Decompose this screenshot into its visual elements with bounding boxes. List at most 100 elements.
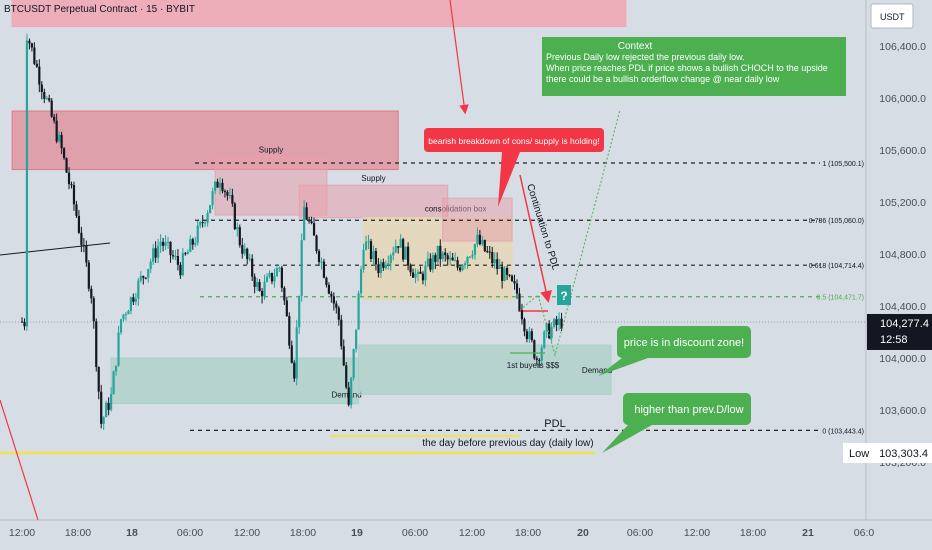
candle-body [40, 84, 43, 92]
candle-body [426, 258, 429, 266]
candle-body [107, 402, 110, 410]
price-axis[interactable]: USDT 106,400.0 106,000.0 105,600.0 105,200.0… [843, 0, 932, 550]
zone-label-3: Supply [361, 174, 385, 183]
candle-body [548, 323, 551, 339]
candle-body [553, 319, 556, 328]
candle-body [43, 91, 46, 99]
higher-low-callout-text: higher than prev.D/low [634, 404, 743, 416]
candle-body [404, 246, 407, 260]
candle-body [362, 249, 365, 270]
candle-body [132, 297, 135, 302]
candle-body [137, 280, 140, 299]
candle-body [211, 191, 214, 206]
candle-body [305, 207, 308, 220]
candle-body [409, 265, 412, 273]
time-tick-14: 21 [802, 527, 814, 539]
candle-body [518, 293, 521, 311]
candle-body [550, 327, 553, 339]
candle-body [62, 148, 66, 159]
time-tick-1: 18:00 [65, 527, 91, 539]
candle-body [520, 310, 524, 320]
candle-body [60, 134, 63, 149]
candle-body [471, 254, 474, 257]
discount-callout-box [598, 326, 751, 376]
candle-body [233, 203, 236, 230]
candle-body [149, 261, 152, 269]
candle-body [303, 207, 306, 241]
candle-body [533, 340, 536, 359]
candle-body [392, 252, 395, 256]
candle-body [169, 241, 172, 256]
time-axis[interactable]: 12:00 18:00 18 06:00 12:00 18:00 19 06:00 12:00 1… [0, 519, 932, 539]
candle-body [473, 244, 477, 255]
candle-body [387, 263, 390, 265]
candle-body [228, 195, 231, 197]
candle-body [515, 283, 519, 294]
candle-body [374, 250, 378, 265]
candle-body [85, 245, 88, 263]
candle-body [523, 319, 526, 332]
current-price-timer: 12:58 [880, 334, 908, 346]
candle-body [449, 257, 452, 260]
candle-body [407, 246, 410, 266]
candle-body [340, 319, 343, 347]
candle-body [270, 272, 274, 282]
candle-body [352, 349, 355, 378]
candle-body [468, 256, 472, 258]
price-tick-3: 105,200.0 [879, 197, 926, 209]
level-layer: 1 (105,500.1) 0.786 (105,060.0) 0.618 (104… [0, 161, 866, 455]
candle-body [439, 245, 442, 260]
candle-body [486, 251, 489, 253]
price-tick-1: 106,000.0 [879, 93, 926, 105]
candle-body [122, 314, 125, 320]
buyers-label: 1st buyers $$$ [507, 361, 560, 370]
candle-body [45, 98, 48, 100]
candle-body [278, 267, 281, 269]
candle-body [119, 319, 123, 333]
candle-body [184, 253, 187, 255]
time-tick-2: 18 [126, 527, 138, 539]
candle-body [65, 158, 68, 173]
time-tick-3: 06:00 [177, 527, 203, 539]
candle-body [411, 272, 415, 278]
candle-body [20, 321, 24, 323]
candle-body [50, 100, 53, 117]
symbol-title[interactable]: BTCUSDT Perpetual Contract · 15 · BYBIT [4, 4, 195, 15]
candle-body [82, 245, 85, 247]
bullish-projection [519, 109, 621, 357]
candle-body [416, 271, 420, 275]
time-tick-12: 12:00 [684, 527, 710, 539]
candle-body [429, 258, 432, 270]
candle-body [253, 276, 256, 287]
candle-body [97, 367, 100, 392]
candle-body [38, 66, 41, 85]
candle-body [466, 256, 469, 264]
context-line-2: When price reaches PDL if price shows a … [546, 63, 828, 73]
zone-label-6: Demand [331, 391, 361, 400]
candle-body [327, 284, 330, 294]
time-tick-0: 12:00 [9, 527, 35, 539]
candle-body [152, 248, 155, 262]
candle-body [181, 253, 184, 276]
candle-body [379, 262, 382, 274]
candle-body [223, 191, 227, 193]
price-tick-2: 105,600.0 [879, 145, 926, 157]
candle-body [204, 222, 207, 224]
candle-body [308, 219, 311, 222]
zone-label-7: Demand [582, 366, 612, 375]
candle-body [454, 260, 457, 262]
candle-body [478, 234, 481, 245]
candle-body [300, 240, 303, 296]
question-box [557, 285, 571, 305]
candle-body [444, 252, 447, 256]
candle-body [322, 261, 326, 278]
candle-body [496, 259, 499, 269]
candle-body [216, 181, 219, 188]
pdl-label: PDL [544, 418, 565, 430]
candle-body [58, 134, 61, 142]
candle-body [508, 274, 511, 276]
candle-body [377, 264, 380, 274]
candle-body [218, 182, 222, 188]
time-tick-7: 06:00 [402, 527, 428, 539]
